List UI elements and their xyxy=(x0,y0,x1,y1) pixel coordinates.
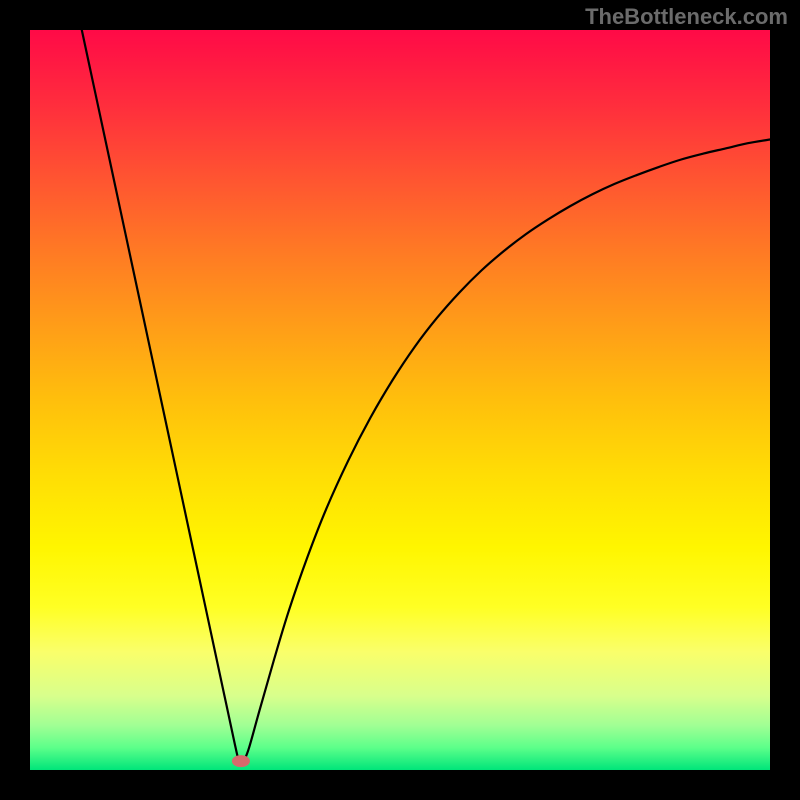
vertex-marker xyxy=(232,755,250,767)
chart-background xyxy=(30,30,770,770)
chart-plot-area xyxy=(30,30,770,770)
chart-svg xyxy=(30,30,770,770)
watermark-text: TheBottleneck.com xyxy=(585,4,788,30)
